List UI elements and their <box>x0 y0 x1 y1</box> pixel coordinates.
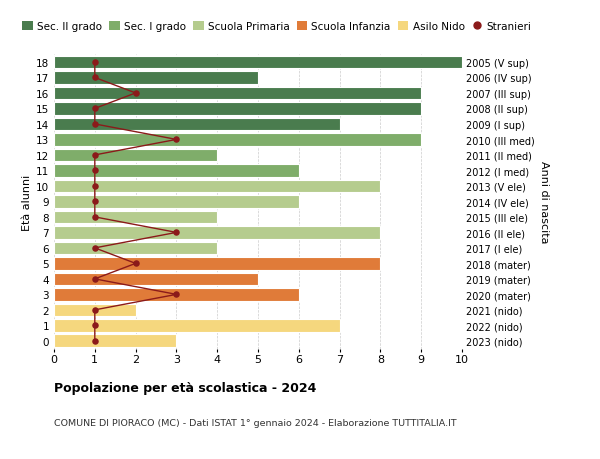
Point <box>90 322 100 329</box>
Point <box>172 291 181 298</box>
Bar <box>54 118 340 131</box>
Bar <box>54 335 176 347</box>
Y-axis label: Anni di nascita: Anni di nascita <box>539 161 549 243</box>
Text: COMUNE DI PIORACO (MC) - Dati ISTAT 1° gennaio 2024 - Elaborazione TUTTITALIA.IT: COMUNE DI PIORACO (MC) - Dati ISTAT 1° g… <box>54 418 457 427</box>
Point <box>90 337 100 345</box>
Bar <box>54 196 299 208</box>
Point <box>131 90 140 97</box>
Bar <box>54 227 380 239</box>
Bar <box>54 180 380 193</box>
Bar <box>54 319 340 332</box>
Bar <box>54 56 462 69</box>
Point <box>172 229 181 236</box>
Bar <box>54 165 299 177</box>
Point <box>90 245 100 252</box>
Bar <box>54 211 217 224</box>
Point <box>90 275 100 283</box>
Point <box>90 121 100 129</box>
Point <box>90 59 100 67</box>
Point <box>131 260 140 268</box>
Point <box>90 198 100 206</box>
Point <box>90 183 100 190</box>
Bar <box>54 257 380 270</box>
Legend: Sec. II grado, Sec. I grado, Scuola Primaria, Scuola Infanzia, Asilo Nido, Stran: Sec. II grado, Sec. I grado, Scuola Prim… <box>22 22 532 32</box>
Text: Popolazione per età scolastica - 2024: Popolazione per età scolastica - 2024 <box>54 381 316 394</box>
Point <box>90 152 100 159</box>
Bar <box>54 103 421 116</box>
Bar <box>54 288 299 301</box>
Bar <box>54 149 217 162</box>
Bar <box>54 87 421 100</box>
Point <box>90 75 100 82</box>
Point <box>90 168 100 175</box>
Point <box>172 136 181 144</box>
Bar <box>54 72 258 84</box>
Bar <box>54 273 258 285</box>
Bar <box>54 304 136 317</box>
Y-axis label: Età alunni: Età alunni <box>22 174 32 230</box>
Point <box>90 106 100 113</box>
Bar <box>54 242 217 255</box>
Point <box>90 307 100 314</box>
Point <box>90 214 100 221</box>
Bar <box>54 134 421 146</box>
